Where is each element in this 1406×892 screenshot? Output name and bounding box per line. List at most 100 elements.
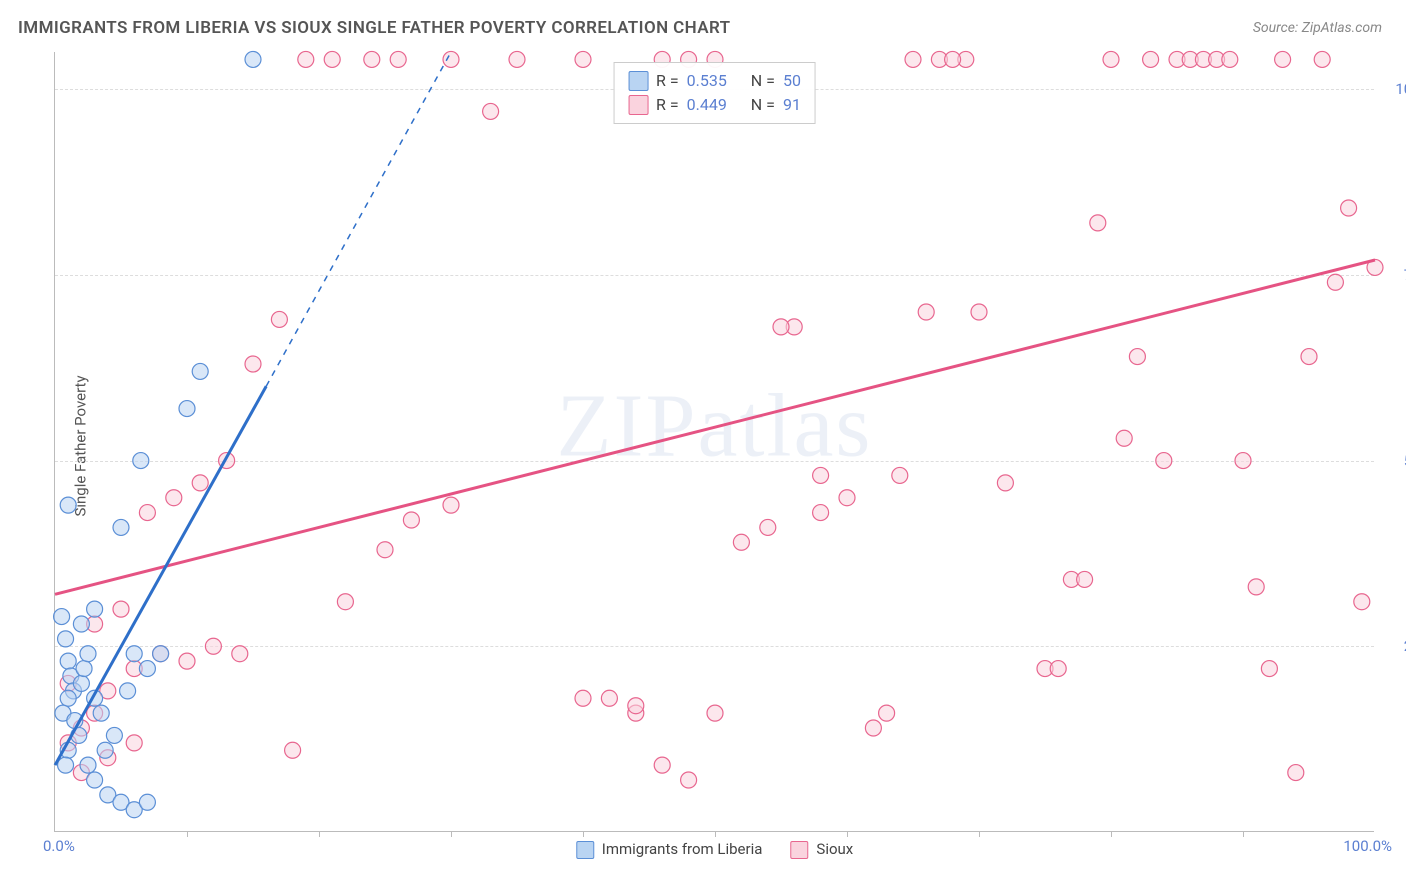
series-legend: Immigrants from Liberia Sioux xyxy=(576,840,853,859)
data-point xyxy=(232,646,248,662)
legend-n-label: N = xyxy=(751,93,775,117)
data-point xyxy=(1288,765,1304,781)
data-point xyxy=(97,742,113,758)
data-point xyxy=(377,542,393,558)
trend-line xyxy=(55,260,1375,594)
legend-row-liberia: R = 0.535 N = 50 xyxy=(628,69,801,93)
data-point xyxy=(628,698,644,714)
data-point xyxy=(997,475,1013,491)
data-point xyxy=(813,467,829,483)
data-point xyxy=(1248,579,1264,595)
data-point xyxy=(1050,661,1066,677)
data-point xyxy=(601,690,617,706)
data-point xyxy=(1143,51,1159,67)
chart-svg xyxy=(55,52,1374,831)
data-point xyxy=(681,772,697,788)
x-tick-mark xyxy=(451,831,452,837)
data-point xyxy=(205,638,221,654)
legend-item-sioux: Sioux xyxy=(790,840,853,859)
source-prefix: Source: xyxy=(1253,20,1302,36)
data-point xyxy=(271,311,287,327)
legend-row-sioux: R = 0.449 N = 91 xyxy=(628,93,801,117)
x-tick-mark xyxy=(1111,831,1112,837)
data-point xyxy=(87,772,103,788)
legend-swatch-sioux xyxy=(628,95,648,115)
legend-n-label: N = xyxy=(751,69,775,93)
x-tick-mark xyxy=(715,831,716,837)
data-point xyxy=(443,497,459,513)
data-point xyxy=(166,490,182,506)
data-point xyxy=(298,51,314,67)
data-point xyxy=(120,683,136,699)
data-point xyxy=(126,735,142,751)
correlation-legend: R = 0.535 N = 50 R = 0.449 N = 91 xyxy=(613,62,816,124)
data-point xyxy=(113,519,129,535)
trend-line-extrapolated xyxy=(266,52,451,386)
data-point xyxy=(80,757,96,773)
legend-swatch-icon xyxy=(576,841,594,859)
data-point xyxy=(879,705,895,721)
data-point xyxy=(1275,51,1291,67)
data-point xyxy=(1301,349,1317,365)
data-point xyxy=(106,727,122,743)
data-point xyxy=(733,534,749,550)
data-point xyxy=(1222,51,1238,67)
legend-n-value-sioux: 91 xyxy=(783,93,801,117)
data-point xyxy=(93,705,109,721)
data-point xyxy=(73,616,89,632)
data-point xyxy=(192,475,208,491)
data-point xyxy=(139,505,155,521)
data-point xyxy=(1354,594,1370,610)
legend-r-label: R = xyxy=(656,69,679,93)
trend-line xyxy=(55,386,266,765)
legend-r-label: R = xyxy=(656,93,679,117)
data-point xyxy=(245,356,261,372)
plot-area: ZIPatlas 25.0%50.0%75.0%100.0% R = 0.535… xyxy=(54,52,1374,832)
data-point xyxy=(324,51,340,67)
legend-label-sioux: Sioux xyxy=(816,840,853,858)
data-point xyxy=(1090,215,1106,231)
data-point xyxy=(654,757,670,773)
legend-n-value-liberia: 50 xyxy=(783,69,801,93)
y-tick-label: 25.0% xyxy=(1384,637,1406,655)
data-point xyxy=(153,646,169,662)
x-tick-mark xyxy=(979,831,980,837)
legend-r-value-sioux: 0.449 xyxy=(687,93,727,117)
data-point xyxy=(865,720,881,736)
data-point xyxy=(1129,349,1145,365)
source-name: ZipAtlas.com xyxy=(1302,20,1382,36)
data-point xyxy=(337,594,353,610)
data-point xyxy=(179,653,195,669)
x-tick-mark xyxy=(1243,831,1244,837)
data-point xyxy=(575,690,591,706)
data-point xyxy=(58,757,74,773)
data-point xyxy=(773,319,789,335)
x-tick-mark xyxy=(319,831,320,837)
data-point xyxy=(905,51,921,67)
data-point xyxy=(1116,430,1132,446)
data-point xyxy=(54,609,70,625)
legend-swatch-liberia xyxy=(628,71,648,91)
data-point xyxy=(575,51,591,67)
data-point xyxy=(509,51,525,67)
data-point xyxy=(179,401,195,417)
x-tick-max: 100.0% xyxy=(1343,837,1392,855)
chart-title: IMMIGRANTS FROM LIBERIA VS SIOUX SINGLE … xyxy=(18,18,730,38)
data-point xyxy=(403,512,419,528)
y-tick-label: 75.0% xyxy=(1384,266,1406,284)
data-point xyxy=(192,363,208,379)
data-point xyxy=(1156,453,1172,469)
data-point xyxy=(58,631,74,647)
x-tick-mark xyxy=(583,831,584,837)
data-point xyxy=(892,467,908,483)
data-point xyxy=(483,103,499,119)
source-attribution: Source: ZipAtlas.com xyxy=(1253,20,1382,36)
x-tick-mark xyxy=(187,831,188,837)
data-point xyxy=(918,304,934,320)
data-point xyxy=(945,51,961,67)
data-point xyxy=(60,690,76,706)
x-tick-min: 0.0% xyxy=(43,837,75,855)
y-tick-label: 100.0% xyxy=(1384,80,1406,98)
data-point xyxy=(1327,274,1343,290)
data-point xyxy=(1314,51,1330,67)
